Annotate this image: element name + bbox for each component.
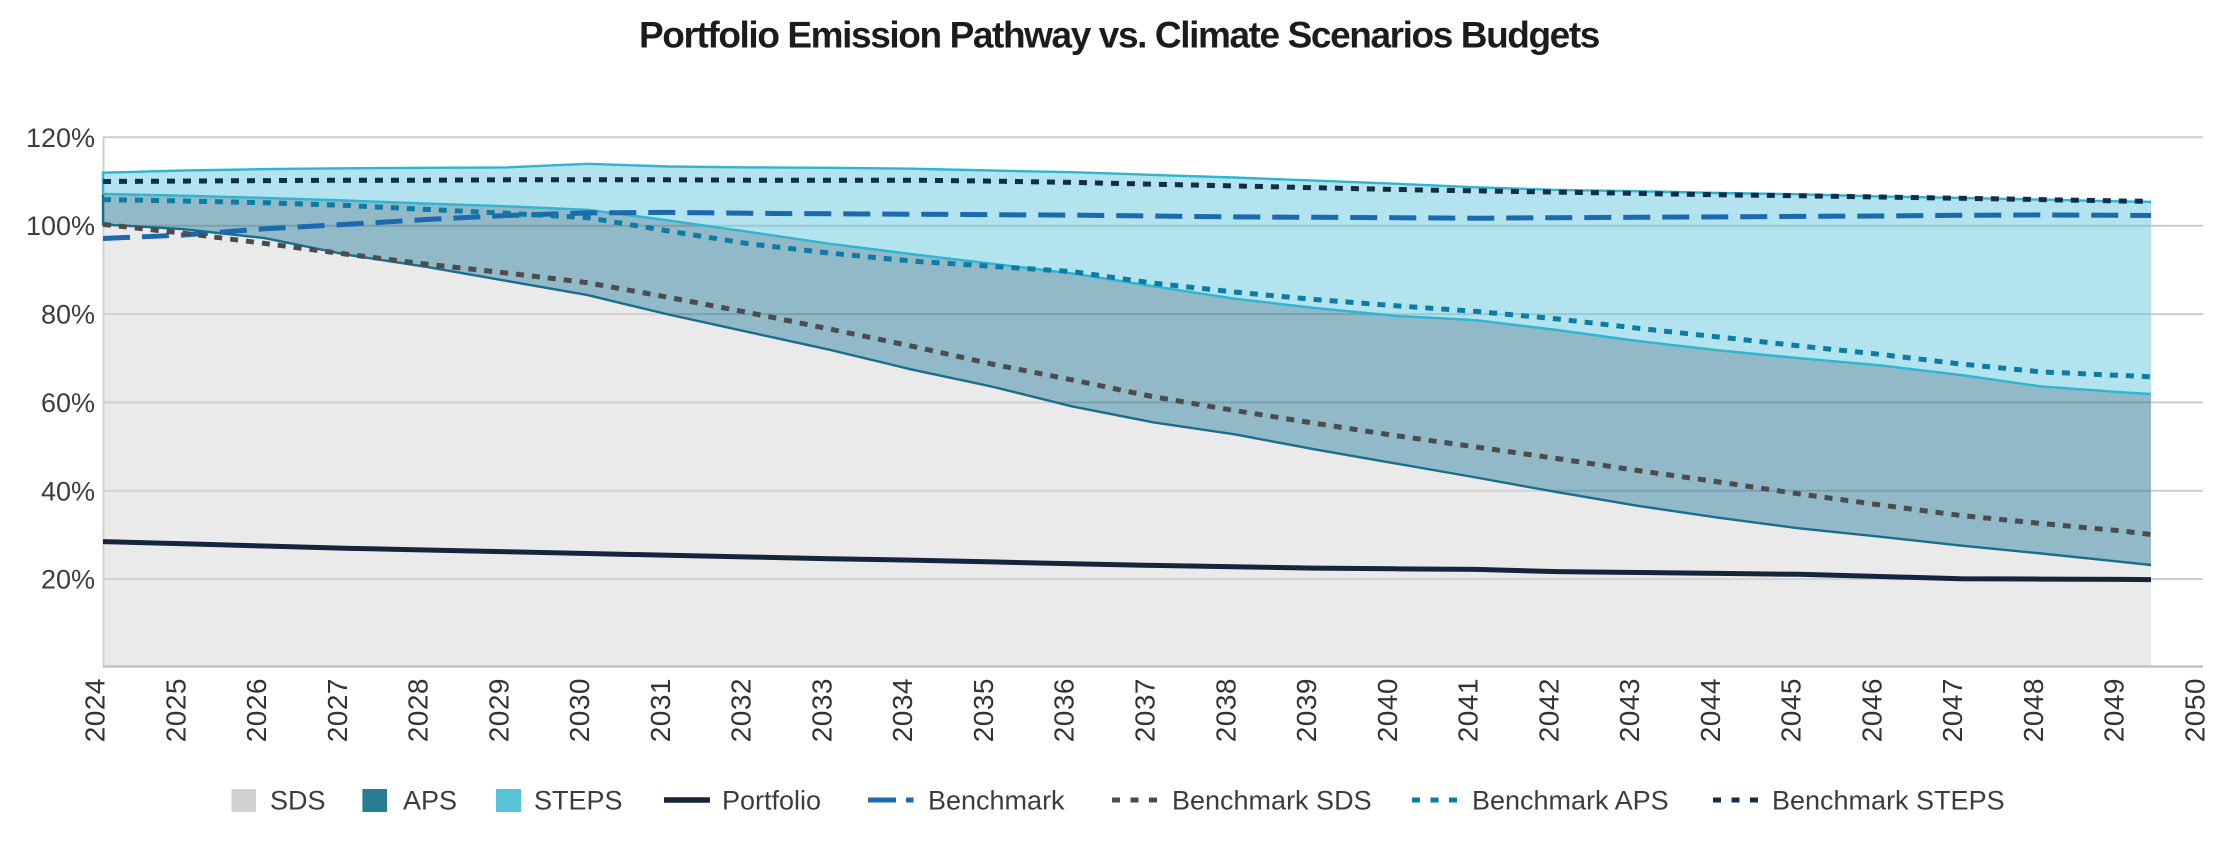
svg-text:2041: 2041	[1453, 678, 1484, 742]
svg-text:2047: 2047	[1937, 678, 1968, 742]
svg-text:100%: 100%	[26, 211, 95, 241]
svg-text:2050: 2050	[2180, 678, 2211, 742]
svg-text:2032: 2032	[726, 678, 757, 742]
svg-text:Benchmark: Benchmark	[928, 786, 1065, 816]
svg-text:2034: 2034	[887, 678, 918, 742]
svg-text:2024: 2024	[80, 678, 111, 742]
svg-text:2040: 2040	[1372, 678, 1403, 742]
svg-text:2038: 2038	[1210, 678, 1241, 742]
svg-text:2030: 2030	[564, 678, 595, 742]
svg-text:STEPS: STEPS	[534, 786, 623, 816]
svg-text:60%: 60%	[41, 388, 95, 418]
svg-text:Portfolio: Portfolio	[722, 786, 821, 816]
svg-text:20%: 20%	[41, 565, 95, 595]
svg-text:Portfolio Emission Pathway vs.: Portfolio Emission Pathway vs. Climate S…	[639, 15, 1600, 56]
svg-text:2042: 2042	[1533, 678, 1564, 742]
svg-text:SDS: SDS	[270, 786, 326, 816]
svg-text:2046: 2046	[1856, 678, 1887, 742]
svg-text:Benchmark STEPS: Benchmark STEPS	[1772, 786, 2005, 816]
svg-text:2025: 2025	[160, 678, 191, 742]
svg-text:2036: 2036	[1049, 678, 1080, 742]
svg-text:2026: 2026	[241, 678, 272, 742]
svg-text:Benchmark SDS: Benchmark SDS	[1172, 786, 1372, 816]
svg-text:2037: 2037	[1130, 678, 1161, 742]
svg-text:40%: 40%	[41, 476, 95, 506]
svg-text:80%: 80%	[41, 300, 95, 330]
svg-text:2028: 2028	[403, 678, 434, 742]
svg-text:2048: 2048	[2018, 678, 2049, 742]
svg-text:2049: 2049	[2099, 678, 2130, 742]
svg-text:APS: APS	[403, 786, 457, 816]
svg-text:2043: 2043	[1614, 678, 1645, 742]
svg-text:2029: 2029	[483, 678, 514, 742]
svg-text:120%: 120%	[26, 123, 95, 153]
svg-text:2045: 2045	[1776, 678, 1807, 742]
svg-text:2035: 2035	[968, 678, 999, 742]
svg-text:Benchmark APS: Benchmark APS	[1472, 786, 1669, 816]
svg-text:2044: 2044	[1695, 678, 1726, 742]
svg-text:2027: 2027	[322, 678, 353, 742]
svg-text:2033: 2033	[806, 678, 837, 742]
svg-text:2031: 2031	[645, 678, 676, 742]
svg-text:2039: 2039	[1291, 678, 1322, 742]
